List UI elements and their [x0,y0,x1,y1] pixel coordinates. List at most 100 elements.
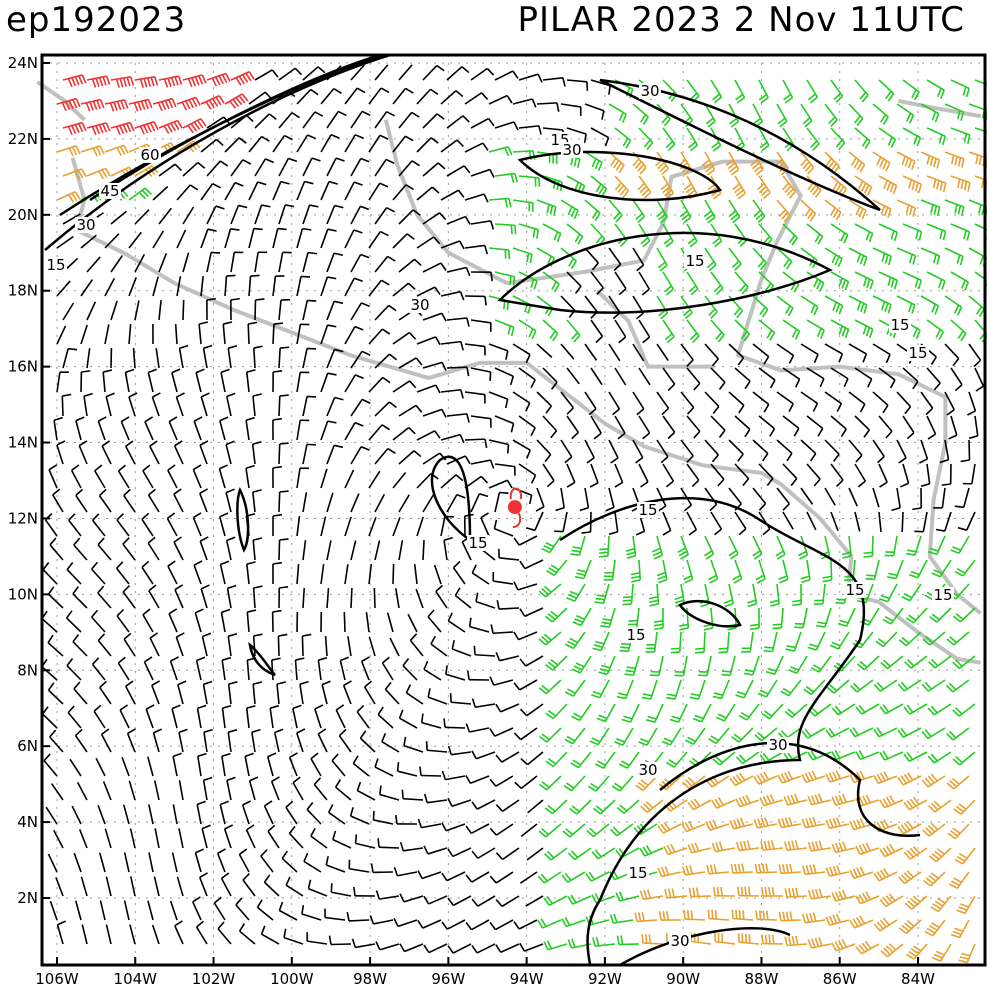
wind-barb [392,184,414,201]
contour-label: 30 [638,761,657,779]
wind-barb [344,325,364,345]
wind-barb [296,564,300,585]
wind-barb [342,680,352,705]
wind-barb [632,103,649,125]
wind-barb [443,536,453,561]
lat-tick-label: 12N [8,509,38,527]
wind-barb [728,103,740,128]
wind-barb [56,145,81,157]
wind-barb [200,584,210,609]
wind-barb [67,705,82,729]
wind-barb [958,943,976,964]
wind-barb [495,703,520,713]
wind-barb [815,607,832,628]
wind-barb [245,369,256,393]
wind-barb [423,895,448,905]
wind-barb [422,212,447,225]
wind-barb [776,199,791,223]
wind-barb [712,751,736,766]
wind-barb [320,87,342,105]
wind-barb [65,610,82,633]
storm-id-title: ep192023 [6,0,187,40]
wind-barb [566,319,581,343]
wind-barb [98,852,106,873]
wind-barb [392,135,414,153]
contour-label: 45 [100,182,119,200]
wind-barb [467,670,490,681]
wind-barb [369,915,394,925]
wind-barb [830,79,844,104]
wind-barb [518,367,536,389]
wind-barb [326,444,344,465]
wind-barb [543,940,568,951]
wind-barb [564,727,586,745]
wind-barb [800,559,811,584]
wind-barb [542,367,558,390]
wind-barb [950,919,970,939]
wind-barb [902,175,923,194]
wind-barb [363,680,376,705]
wind-barb [931,559,952,578]
wind-barb [761,934,784,945]
wind-barb [776,295,794,317]
wind-barb [494,223,517,235]
wind-barb [278,394,289,417]
wind-barb [320,564,325,585]
wind-barb [944,199,965,216]
wind-barb [718,631,730,654]
wind-barb [56,280,71,297]
wind-barb [168,608,178,633]
wind-barb [75,488,88,513]
wind-barb [926,415,937,440]
wind-barb [182,299,185,321]
wind-barb [801,816,826,829]
wind-barb [178,828,184,849]
wind-barb [310,752,322,777]
contour-line [559,496,866,966]
wind-barb [480,512,490,537]
wind-barb [622,583,634,606]
wind-barb [926,127,947,146]
wind-barb [685,727,706,746]
wind-barb [372,810,394,825]
wind-barb [470,415,492,428]
wind-barb [494,319,515,337]
wind-barb [68,513,82,537]
wind-barb [536,391,553,414]
wind-barb [422,408,447,418]
wind-barb [334,779,352,801]
wind-barb [806,463,821,487]
wind-barb [878,271,898,290]
wind-barb [303,852,322,873]
wind-barb [72,586,88,609]
wind-barb [761,703,784,720]
wind-barb [538,631,562,646]
wind-barb [586,823,610,838]
wind-barb [848,295,868,314]
wind-barb [241,800,252,825]
wind-barb [953,799,976,815]
wind-barb [468,617,490,633]
wind-barb [710,319,725,343]
wind-barb [182,206,195,225]
wind-barb [55,877,64,897]
wind-barb [350,398,371,417]
wind-barb [72,634,88,657]
wind-barb [731,909,754,921]
wind-barb [856,655,880,671]
wind-barb [470,220,495,230]
wind-barb [800,295,819,316]
wind-barb [488,479,513,489]
wind-barb [381,733,400,753]
axis-ticks: 24N 22N 20N 18N 16N 14N 12N 10N 8N 6N 4N 2N 106W 104W… [8,54,935,988]
wind-barb [772,607,784,630]
wind-barb [62,347,78,369]
wind-barb [98,488,112,513]
wind-barb [952,751,976,766]
wind-barb [933,487,946,509]
wind-barb [278,901,298,921]
wind-barb [854,367,873,388]
wind-barb [105,392,115,417]
wind-barb [935,511,952,532]
wind-barb [825,913,850,926]
